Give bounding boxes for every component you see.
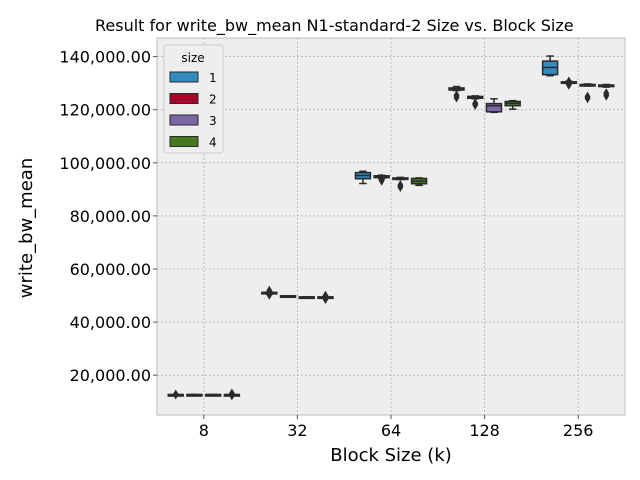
legend-swatch — [169, 93, 199, 104]
outlier-point — [228, 388, 235, 399]
box-1-256 — [541, 55, 559, 77]
legend-swatch — [169, 71, 199, 83]
x-tick-label: 8 — [199, 421, 209, 440]
box-4-256 — [598, 83, 615, 101]
box-3-128 — [485, 98, 503, 114]
box-2-32 — [279, 295, 297, 299]
y-tick-label: 140,000.00 — [59, 48, 151, 67]
outlier-point — [266, 285, 273, 296]
box-4-128 — [504, 99, 521, 110]
legend-entries: 1 2 3 4 — [169, 71, 217, 150]
legend-swatch — [169, 136, 199, 147]
legend-swatch — [169, 114, 199, 126]
y-tick-label: 120,000.00 — [59, 101, 151, 120]
y-tick-label: 80,000.00 — [70, 207, 151, 226]
box-3-8 — [204, 393, 222, 397]
box-4-8 — [223, 388, 241, 401]
box-1-64 — [354, 170, 372, 185]
box-1-32 — [261, 285, 278, 300]
box-3-64 — [392, 176, 409, 192]
x-axis-ticks: 8 32 64 128 256 — [199, 415, 594, 440]
chart-title: Result for write_bw_mean N1-standard-2 S… — [95, 16, 574, 36]
box-3-32 — [298, 296, 315, 300]
y-axis-label: write_bw_mean — [16, 158, 37, 298]
box-1-8 — [167, 389, 184, 400]
box-2-256 — [560, 76, 578, 90]
y-axis-ticks: 20,000.00 40,000.00 60,000.00 80,000.00 100,… — [59, 48, 157, 385]
legend-title: size — [181, 51, 204, 65]
outlier-point — [565, 79, 572, 90]
legend-label: 3 — [209, 114, 217, 128]
x-tick-label: 32 — [287, 421, 307, 440]
box-2-128 — [467, 95, 484, 110]
y-tick-label: 60,000.00 — [70, 260, 151, 279]
outlier-point — [397, 181, 404, 192]
box-2-64 — [373, 173, 390, 186]
outlier-point — [603, 88, 610, 99]
box-3-256 — [579, 83, 596, 104]
box-2-8 — [186, 393, 203, 397]
outlier-point — [322, 290, 329, 301]
legend-label: 1 — [209, 71, 217, 85]
box-4-32 — [317, 290, 334, 304]
legend-label: 4 — [209, 136, 217, 150]
x-tick-label: 128 — [469, 421, 500, 440]
y-tick-label: 20,000.00 — [70, 366, 151, 385]
box-4-64 — [410, 177, 428, 187]
legend: size 1 2 3 4 — [163, 44, 224, 154]
legend-label: 2 — [209, 93, 217, 107]
box-1-128 — [448, 85, 465, 103]
y-tick-label: 100,000.00 — [59, 154, 151, 173]
outlier-point — [472, 99, 479, 110]
box-iqr — [485, 102, 503, 113]
outlier-point — [453, 92, 460, 103]
y-tick-label: 40,000.00 — [70, 313, 151, 332]
outlier-point — [584, 93, 591, 104]
x-tick-label: 256 — [563, 421, 594, 440]
x-axis-label: Block Size (k) — [330, 445, 452, 466]
x-tick-label: 64 — [381, 421, 401, 440]
box-elements — [167, 55, 615, 401]
outlier-point — [172, 389, 179, 400]
gridlines — [157, 38, 625, 415]
outlier-point — [378, 173, 385, 184]
